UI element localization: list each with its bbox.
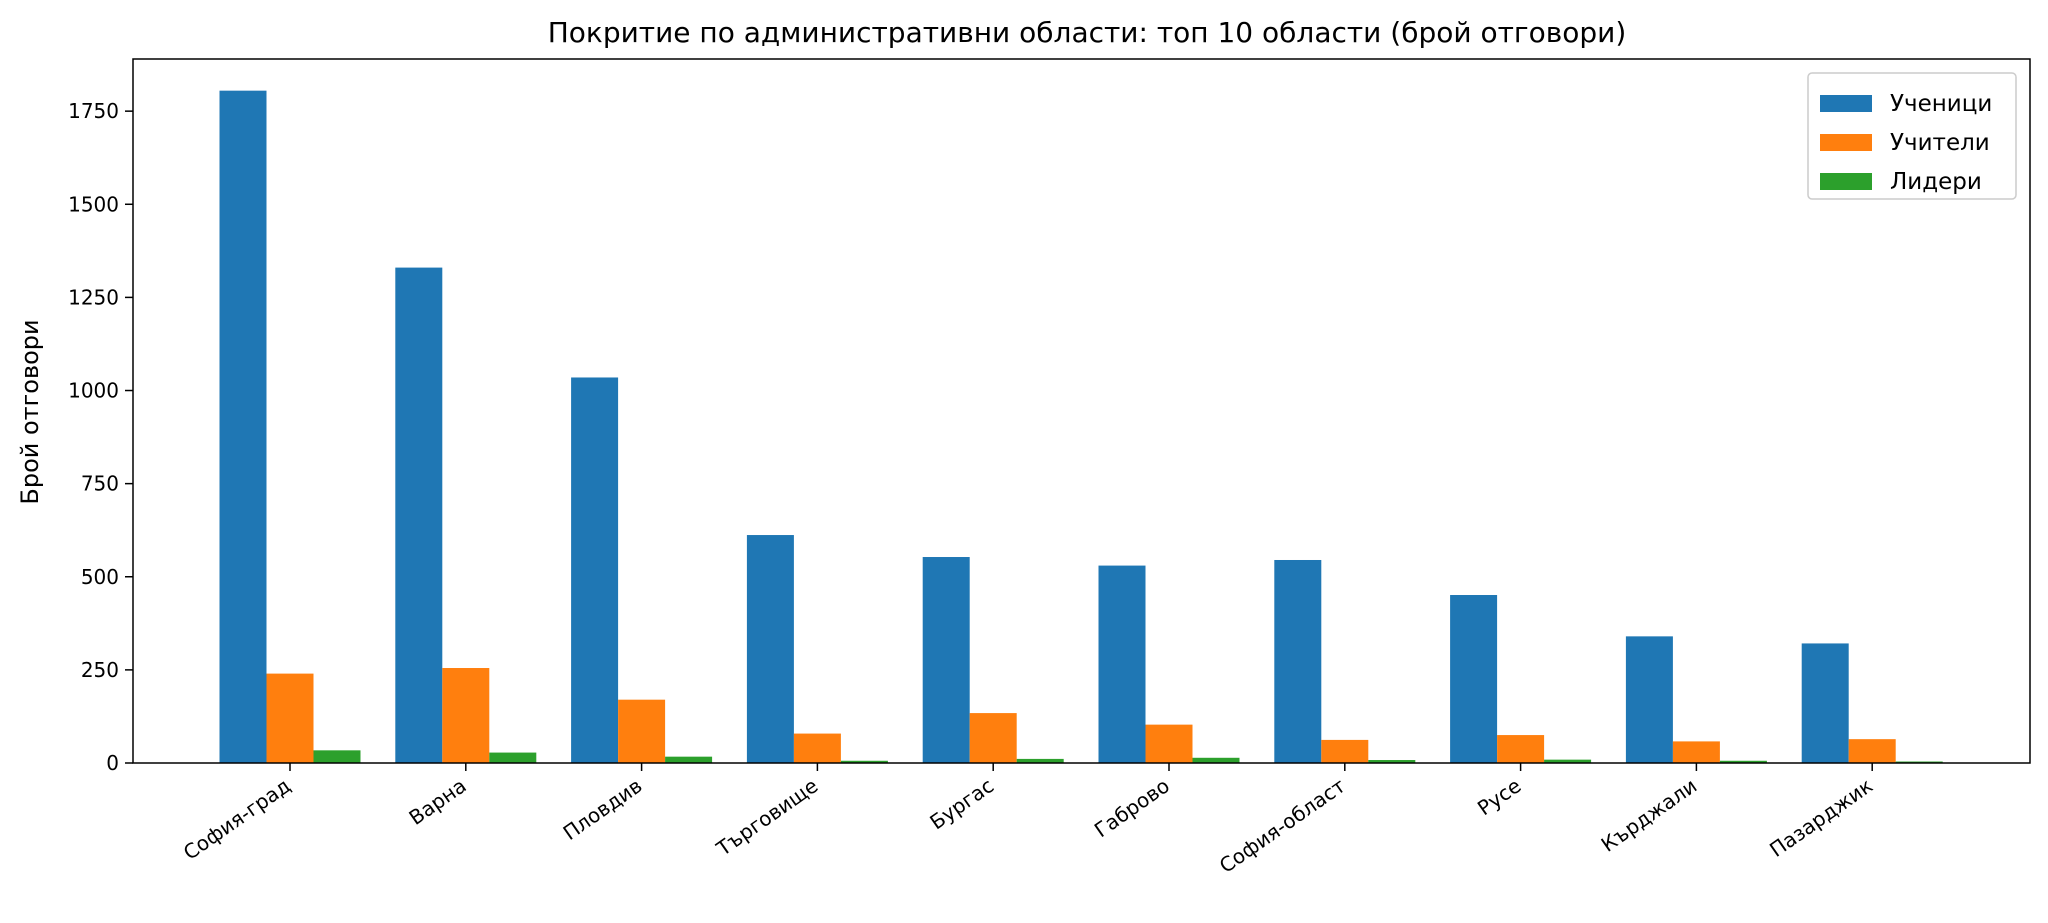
bar-Учители-София-област <box>1321 739 1369 763</box>
bar-Учители-Кърджали <box>1672 741 1720 763</box>
bar-Лидери-София-град <box>313 750 361 763</box>
bar-Учители-Пловдив <box>618 699 666 763</box>
bar-Лидери-Търговище <box>840 760 888 763</box>
bar-Лидери-София-област <box>1368 760 1416 763</box>
bar-Учители-София-град <box>266 673 314 763</box>
bar-Ученици-София-град <box>219 90 267 763</box>
bar-Учители-Варна <box>442 668 490 763</box>
bar-Лидери-Габрово <box>1192 757 1240 763</box>
y-tick-label: 1000 <box>68 379 119 403</box>
bar-Ученици-Русе <box>1450 595 1498 763</box>
legend-swatch-Учители <box>1820 134 1872 151</box>
legend-label-Учители: Учители <box>1890 130 1990 156</box>
legend-swatch-Ученици <box>1820 95 1872 112</box>
y-tick-label: 250 <box>81 658 119 682</box>
bar-Лидери-Русе <box>1544 759 1592 763</box>
bar-Ученици-Варна <box>395 267 443 763</box>
bar-Ученици-Пловдив <box>571 377 619 763</box>
legend-swatch-Лидери <box>1820 173 1872 190</box>
y-tick-label: 500 <box>81 565 119 589</box>
y-tick-label: 1750 <box>68 99 119 123</box>
legend-label-Лидери: Лидери <box>1890 169 1982 195</box>
bar-Учители-Бургас <box>969 713 1017 763</box>
plot-frame <box>132 58 2031 764</box>
bar-Учители-Търговище <box>793 733 841 763</box>
legend-label-Ученици: Ученици <box>1890 91 1992 117</box>
bar-Учители-Пазарджик <box>1848 739 1896 763</box>
bar-Ученици-Кърджали <box>1625 636 1673 763</box>
legend: Ученици Учители Лидери <box>1807 72 2017 200</box>
bar-Ученици-София-област <box>1274 559 1322 763</box>
bar-Лидери-Бургас <box>1016 758 1064 763</box>
bar-Ученици-Пазарджик <box>1801 643 1849 763</box>
chart-title: Покритие по административни области: топ… <box>548 16 1627 49</box>
bar-Ученици-Търговище <box>746 535 794 763</box>
bar-Учители-Русе <box>1497 735 1545 763</box>
bar-Лидери-Пловдив <box>665 756 713 763</box>
bar-Лидери-Варна <box>489 752 537 763</box>
y-axis-label: Брой отговори <box>16 319 44 504</box>
y-tick-label: 750 <box>81 472 119 496</box>
bar-Учители-Габрово <box>1145 724 1193 763</box>
bar-Лидери-Кърджали <box>1719 760 1767 763</box>
bar-Ученици-Бургас <box>922 557 970 763</box>
y-tick-label: 0 <box>106 751 119 775</box>
y-tick-label: 1500 <box>68 192 119 216</box>
bar-Ученици-Габрово <box>1098 565 1146 763</box>
y-tick-label: 1250 <box>68 285 119 309</box>
